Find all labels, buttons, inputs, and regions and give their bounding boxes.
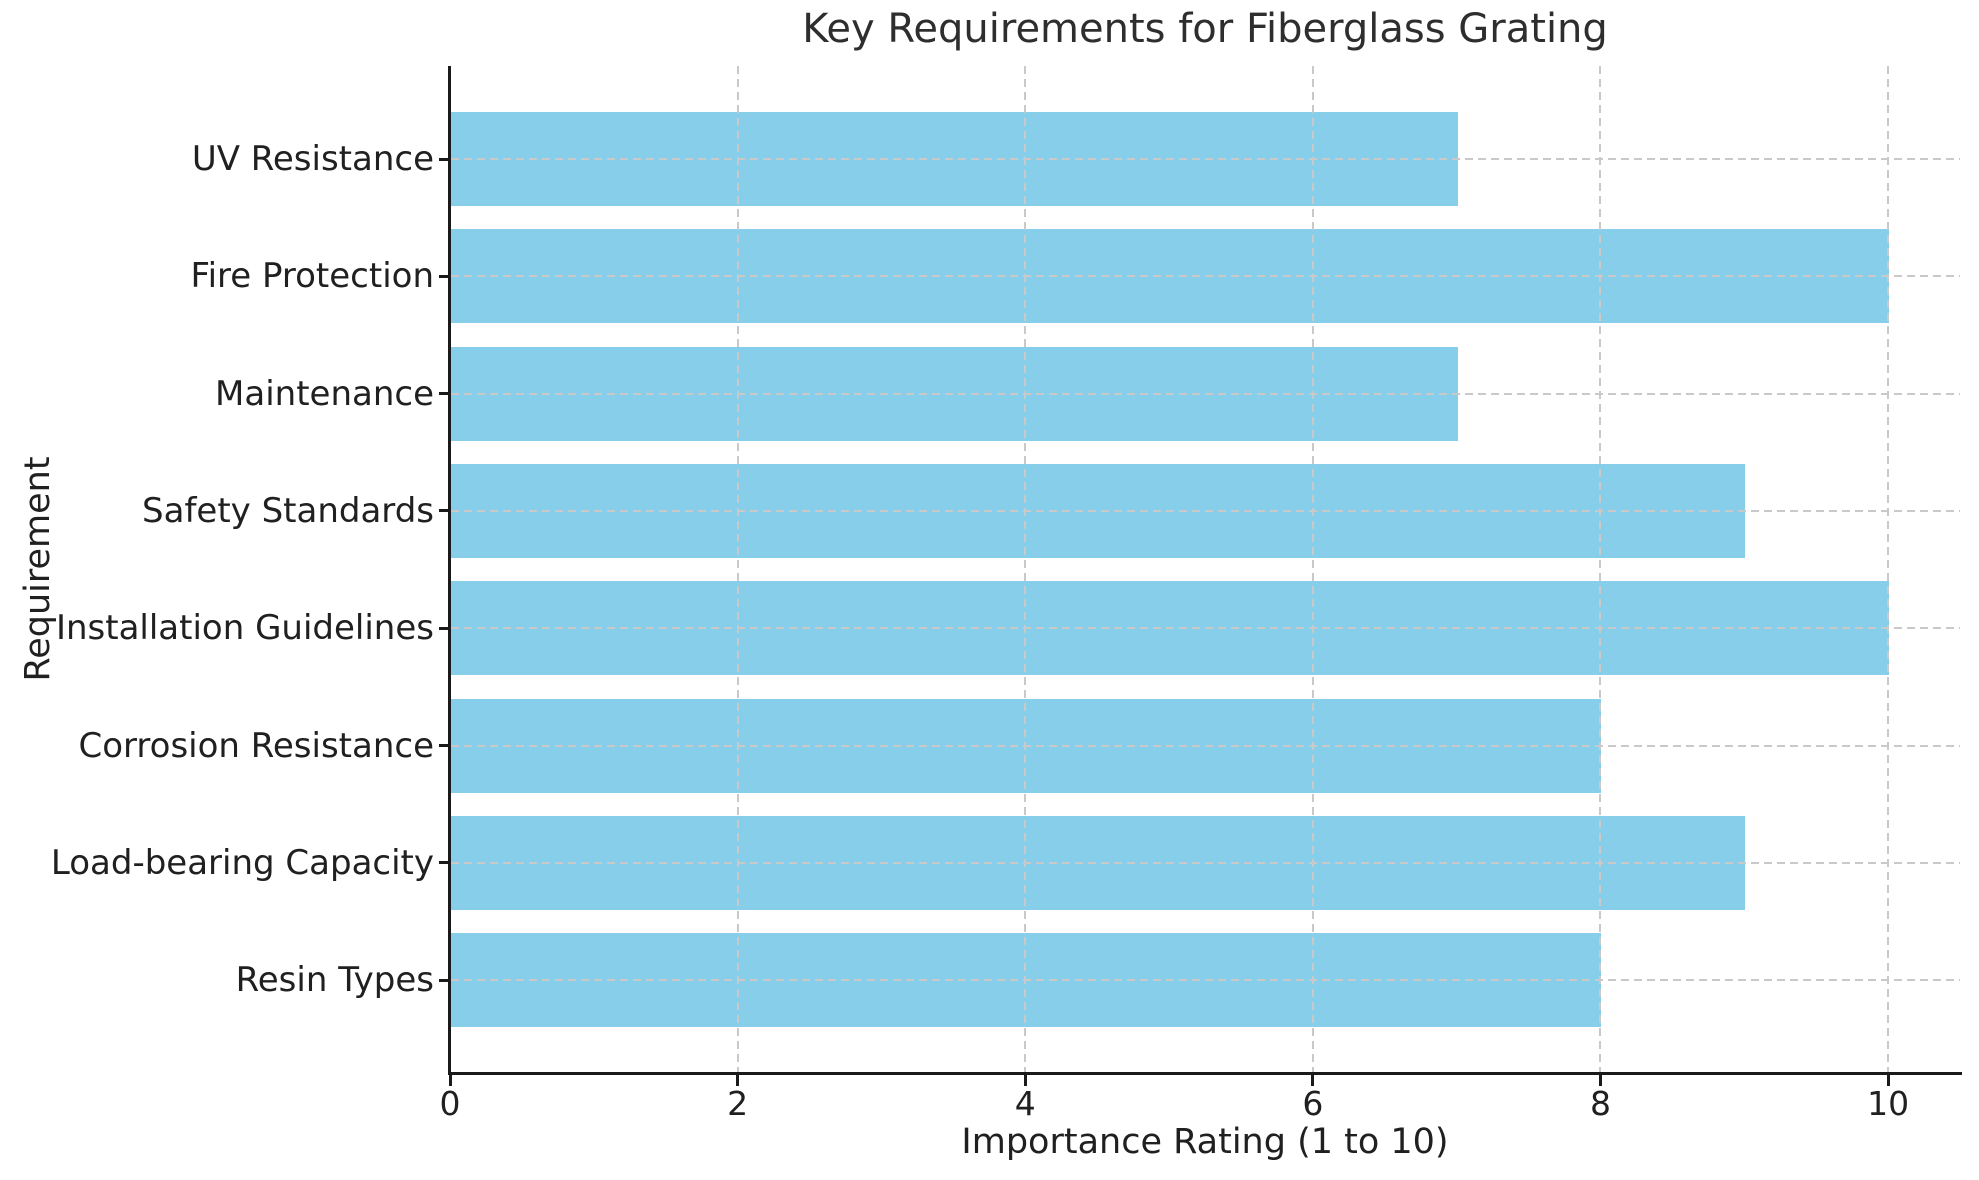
gridline-y-installation-guidelines xyxy=(451,627,1960,630)
y-tick-fire-protection xyxy=(439,274,450,278)
y-axis-spine xyxy=(448,66,451,1075)
gridline-y-safety-standards xyxy=(451,509,1960,512)
gridline-y-maintenance xyxy=(451,392,1960,395)
y-tick-label-installation-guidelines: Installation Guidelines xyxy=(55,608,434,649)
y-tick-label-resin-types: Resin Types xyxy=(235,960,434,1001)
y-tick-corrosion-resistance xyxy=(439,744,450,747)
y-tick-resin-types xyxy=(439,978,450,982)
gridline-x-6 xyxy=(1311,66,1314,1072)
x-tick-label-8: 8 xyxy=(1589,1084,1611,1123)
gridline-y-fire-protection xyxy=(451,275,1960,278)
x-tick-label-2: 2 xyxy=(727,1084,749,1123)
x-tick-0 xyxy=(448,1074,452,1086)
y-tick-label-maintenance: Maintenance xyxy=(215,373,434,414)
x-tick-label-0: 0 xyxy=(439,1084,461,1123)
gridline-y-corrosion-resistance xyxy=(451,744,1960,747)
y-tick-load-bearing-capacity xyxy=(439,861,450,865)
gridline-y-uv-resistance xyxy=(451,158,1960,160)
y-tick-label-fire-protection: Fire Protection xyxy=(190,256,435,297)
x-tick-label-4: 4 xyxy=(1014,1084,1036,1123)
y-tick-label-safety-standards: Safety Standards xyxy=(142,490,434,531)
x-tick-6 xyxy=(1311,1074,1315,1086)
gridline-y-resin-types xyxy=(451,979,1960,982)
y-tick-installation-guidelines xyxy=(439,626,450,630)
x-axis-label: Importance Rating (1 to 10) xyxy=(961,1122,1449,1162)
plot-area xyxy=(450,66,1960,1072)
y-tick-label-load-bearing-capacity: Load-bearing Capacity xyxy=(50,842,434,883)
gridline-y-load-bearing-capacity xyxy=(451,861,1960,864)
x-tick-10 xyxy=(1886,1074,1890,1086)
x-tick-label-6: 6 xyxy=(1302,1084,1324,1123)
y-tick-label-uv-resistance: UV Resistance xyxy=(191,139,434,179)
chart-title: Key Requirements for Fiberglass Grating xyxy=(802,6,1608,52)
x-tick-8 xyxy=(1598,1074,1602,1086)
y-tick-safety-standards xyxy=(439,509,450,513)
x-tick-2 xyxy=(736,1074,740,1086)
x-tick-4 xyxy=(1023,1074,1027,1086)
x-tick-label-10: 10 xyxy=(1867,1084,1910,1123)
y-tick-maintenance xyxy=(439,392,450,396)
gridline-x-10 xyxy=(1887,66,1890,1072)
gridline-x-8 xyxy=(1599,66,1602,1072)
y-tick-uv-resistance xyxy=(439,157,450,161)
gridline-x-2 xyxy=(736,66,739,1072)
gridline-x-4 xyxy=(1024,66,1027,1072)
x-axis-spine xyxy=(448,1072,1962,1075)
y-tick-label-corrosion-resistance: Corrosion Resistance xyxy=(78,725,435,766)
